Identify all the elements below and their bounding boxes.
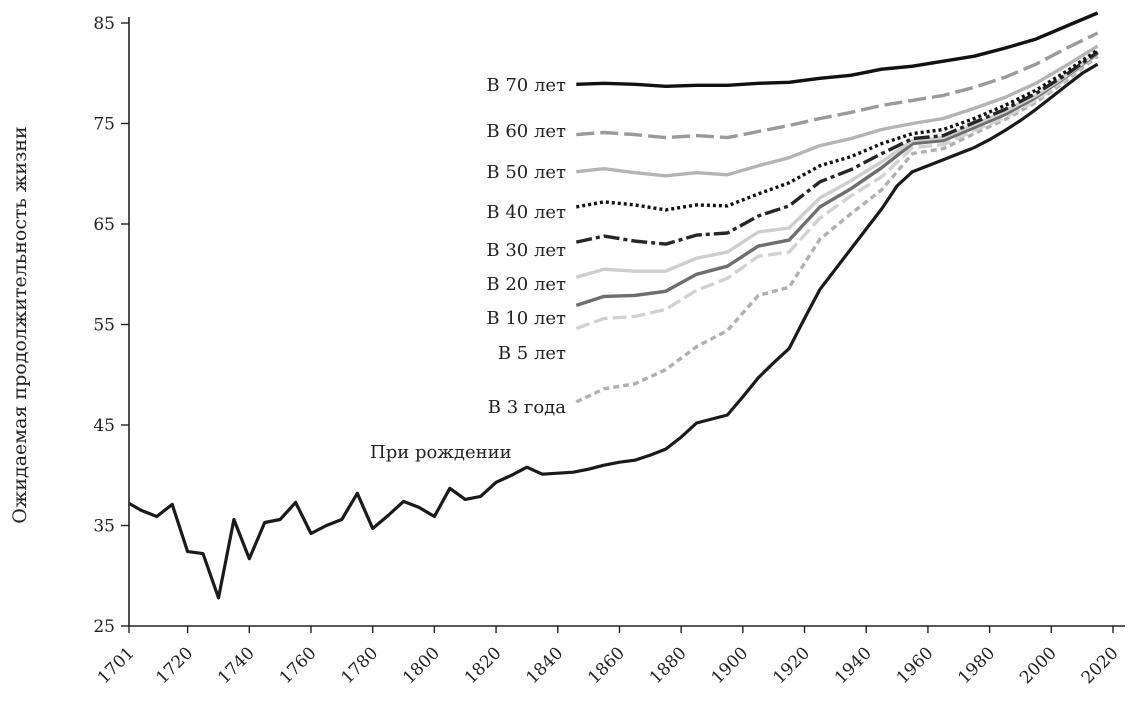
x-tick-label: 2000 [1016, 643, 1061, 688]
series-в-30-лет-line [575, 50, 1099, 246]
axes: 25 35 45 55 65 75 85 1701 1720 1740 1760 1780 1800 18… [93, 14, 1125, 688]
x-tick-label: 1860 [584, 643, 629, 688]
series-в-5-лет-line [575, 52, 1099, 331]
x-tick-label: 1701 [94, 643, 139, 688]
y-tick-label: 45 [93, 416, 115, 436]
series-в-50-лет-line [576, 44, 1099, 178]
x-tick-label: 1880 [646, 643, 691, 688]
series-в-60-лет-line [576, 31, 1099, 140]
x-tick-label: 1740 [214, 643, 259, 688]
x-tick-label: 1820 [461, 643, 506, 688]
x-tick-label: 1840 [523, 643, 568, 688]
x-tick-label: 1760 [276, 643, 321, 688]
series-в-20-лет-line [575, 50, 1099, 279]
series-labels: При рождении В 3 года В 5 лет В 10 лет В 20 … [370, 75, 566, 463]
series-в-10-лет-label: В 10 лет [486, 308, 566, 329]
series-в-30-лет-label: В 30 лет [486, 240, 566, 261]
series-при-рождении-line [128, 62, 1099, 600]
series-в-3-года-label: В 3 года [488, 397, 566, 418]
x-tick-label: 1720 [152, 643, 197, 688]
series-в-3-года-line [575, 54, 1099, 404]
x-tick-label: 1900 [708, 643, 753, 688]
x-tick-label: 1980 [954, 643, 999, 688]
series-при-рождении-label: При рождении [370, 442, 512, 463]
series-в-10-лет-line [575, 51, 1099, 308]
y-tick-label: 35 [93, 517, 115, 537]
y-tick-label: 55 [93, 316, 115, 336]
x-tick-label: 1920 [769, 643, 814, 688]
series-в-70-лет-label: В 70 лет [486, 75, 566, 96]
x-tick-label: 1960 [893, 643, 938, 688]
y-tick-label: 65 [93, 215, 115, 235]
y-axis-title: Ожидаемая продолжительность жизни [9, 126, 31, 523]
series-в-20-лет-label: В 20 лет [486, 274, 566, 295]
x-tick-label: 1780 [337, 643, 382, 688]
series-в-50-лет-label: В 50 лет [486, 162, 566, 183]
x-tick-label: 1800 [399, 643, 444, 688]
y-tick-label: 75 [93, 115, 115, 135]
series-в-40-лет-line [575, 48, 1099, 212]
series-в-40-лет-label: В 40 лет [486, 202, 566, 223]
y-tick-label: 85 [93, 14, 115, 34]
series-в-60-лет-label: В 60 лет [486, 121, 566, 142]
series-lines [128, 11, 1099, 600]
series-в-70-лет-line [576, 11, 1099, 89]
series-в-5-лет-label: В 5 лет [498, 343, 566, 364]
x-tick-label: 1940 [831, 643, 876, 688]
y-tick-label: 25 [93, 617, 115, 637]
x-tick-label: 2020 [1078, 643, 1123, 688]
